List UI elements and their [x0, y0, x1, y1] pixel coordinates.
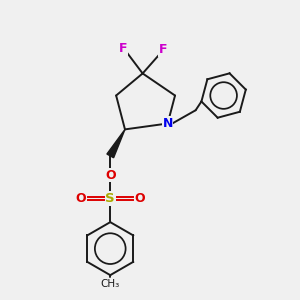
Text: CH₃: CH₃: [100, 279, 120, 289]
Text: N: N: [163, 117, 173, 130]
Text: F: F: [119, 42, 128, 55]
Polygon shape: [107, 129, 125, 158]
Text: S: S: [105, 192, 115, 205]
Text: O: O: [134, 192, 145, 205]
Text: O: O: [76, 192, 86, 205]
Text: F: F: [158, 44, 167, 56]
Text: O: O: [105, 169, 116, 182]
